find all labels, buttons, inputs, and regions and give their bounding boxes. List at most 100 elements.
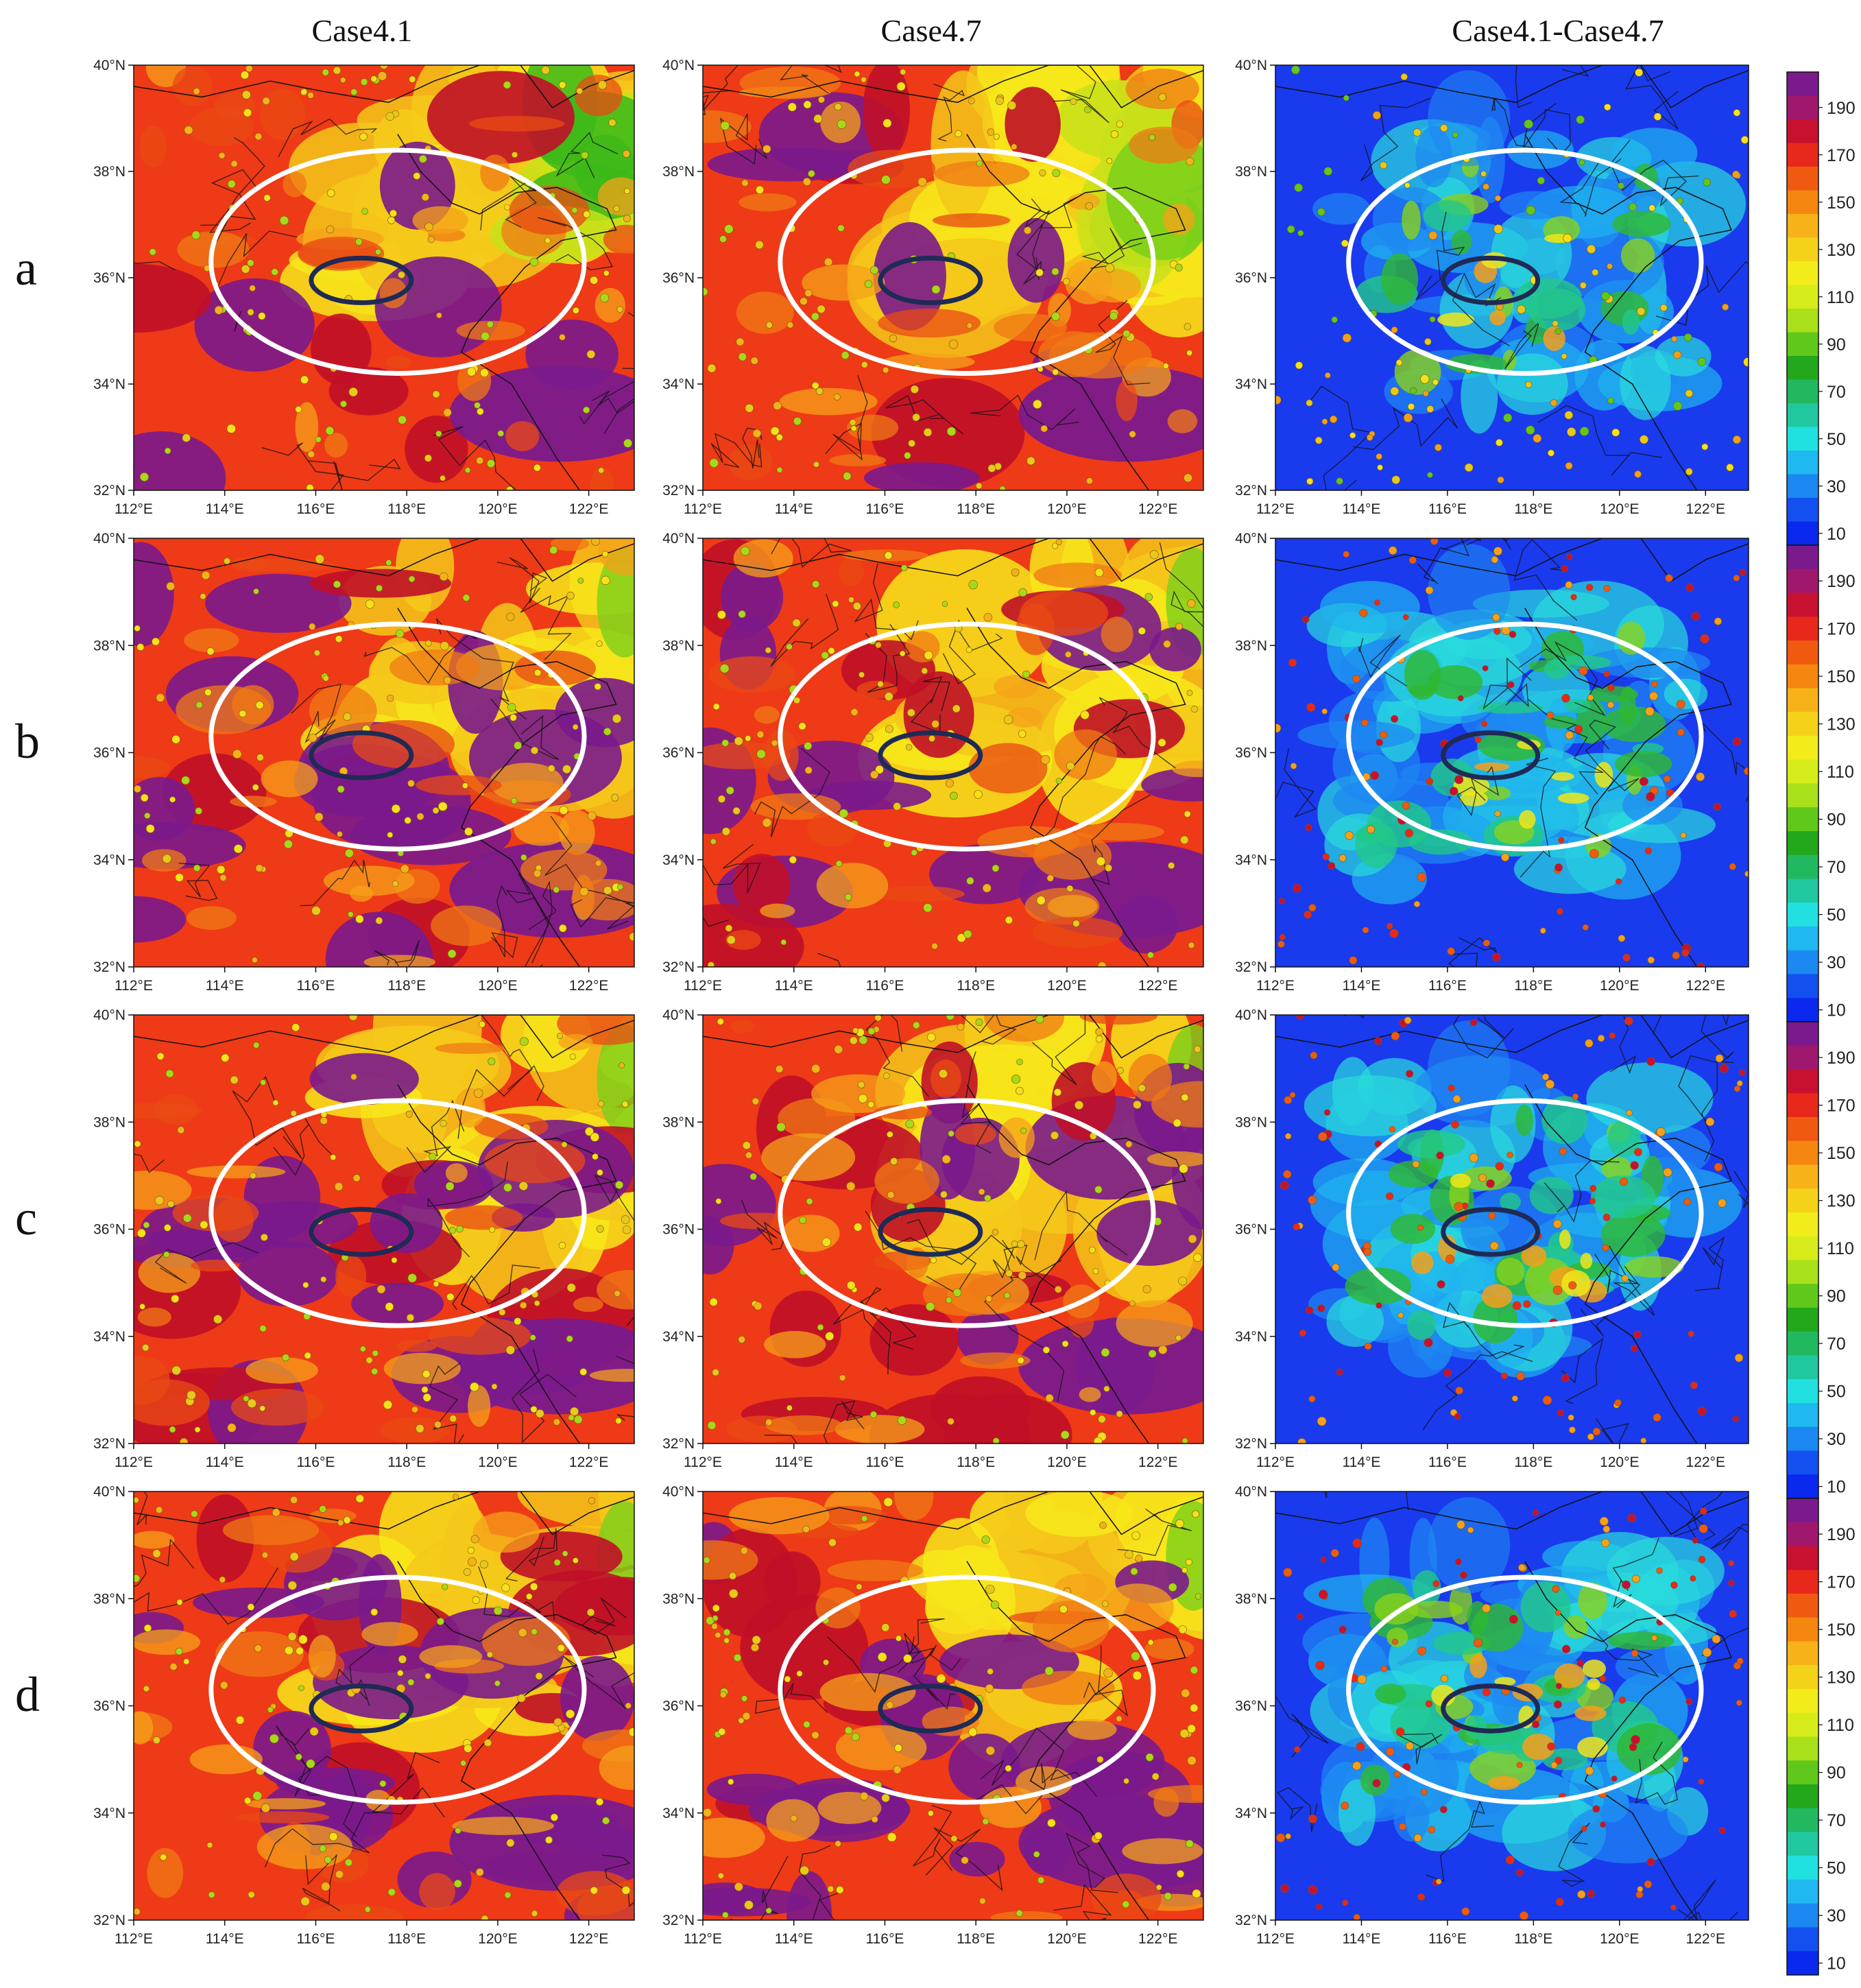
longitude-tick-label: 112°E (684, 1931, 722, 1947)
longitude-tick-label: 120°E (1047, 1931, 1086, 1947)
colorbar-tick-label: 90 (1827, 1287, 1846, 1306)
inner-region-ellipse (309, 255, 414, 305)
longitude-tick-label: 120°E (478, 978, 517, 994)
latitude-tick-label: 32°N (1235, 1913, 1267, 1928)
latitude-tick-label: 34°N (93, 852, 125, 868)
longitude-tick-label: 114°E (1343, 1931, 1381, 1947)
longitude-tick-label: 116°E (297, 978, 335, 994)
colorbar-tick-label: 50 (1827, 906, 1846, 925)
longitude-tick-label: 120°E (478, 1931, 517, 1947)
colorbar-tick-label: 30 (1827, 477, 1846, 496)
colorbar-tick-label: 170 (1827, 620, 1856, 639)
latitude-tick-label: 36°N (93, 1699, 125, 1714)
outer-region-ellipse (208, 621, 587, 852)
latitude-tick-label: 38°N (1235, 1114, 1267, 1130)
longitude-tick-label: 114°E (775, 1931, 813, 1947)
outer-region-ellipse (1346, 1574, 1704, 1805)
longitude-tick-label: 118°E (387, 501, 426, 517)
longitude-tick-label: 120°E (1047, 501, 1086, 517)
outer-region-ellipse (1346, 1098, 1704, 1328)
colorbar-c: 190 170 150 130 110 90 70 50 30 10 (1786, 1021, 1856, 1499)
latitude-tick-label: 34°N (93, 1806, 125, 1821)
latitude-tick-label: 32°N (93, 483, 125, 499)
colorbar-tick-label: 110 (1827, 1239, 1854, 1258)
longitude-tick-label: 112°E (1256, 1454, 1295, 1470)
colorbar-tick-label: 90 (1827, 811, 1846, 830)
column-title-1: Case4.1 (311, 13, 413, 48)
row-label-d: d (15, 1667, 40, 1722)
colorbar-tick-label: 170 (1827, 1097, 1856, 1116)
latitude-tick-label: 38°N (1235, 1591, 1267, 1607)
latitude-tick-label: 32°N (1235, 959, 1267, 975)
longitude-tick-label: 114°E (1343, 978, 1381, 994)
longitude-tick-label: 118°E (957, 1931, 995, 1947)
longitude-tick-label: 116°E (297, 1931, 335, 1947)
latitude-tick-label: 36°N (1235, 270, 1267, 286)
latitude-tick-label: 32°N (93, 1436, 125, 1452)
longitude-tick-label: 118°E (1514, 501, 1552, 517)
latitude-tick-label: 36°N (662, 1699, 695, 1714)
longitude-tick-label: 116°E (1428, 1454, 1467, 1470)
latitude-tick-label: 40°N (1235, 58, 1267, 73)
longitude-tick-label: 122°E (1138, 978, 1177, 994)
map-panel-b-1: 32°N 34°N 36°N 38°N 40°N 112°E 114°E 116°E 118°E… (93, 531, 635, 994)
latitude-tick-label: 32°N (93, 1913, 125, 1928)
colorbar-tick-label: 150 (1827, 193, 1856, 213)
inner-region-ellipse (309, 1684, 414, 1734)
longitude-tick-label: 114°E (206, 501, 244, 517)
longitude-tick-label: 116°E (297, 501, 335, 517)
latitude-tick-label: 40°N (93, 531, 125, 547)
colorbar-tick-label: 190 (1827, 572, 1856, 591)
latitude-tick-label: 38°N (662, 638, 695, 654)
colorbar-tick-label: 150 (1827, 1144, 1856, 1163)
longitude-tick-label: 120°E (1600, 501, 1639, 517)
latitude-tick-label: 38°N (93, 164, 125, 180)
inner-region-ellipse (309, 730, 414, 780)
latitude-tick-label: 32°N (93, 959, 125, 975)
latitude-tick-label: 40°N (1235, 531, 1267, 547)
longitude-tick-label: 114°E (775, 501, 813, 517)
longitude-tick-label: 122°E (1686, 1931, 1725, 1947)
longitude-tick-label: 112°E (684, 501, 722, 517)
colorbar-b: 190 170 150 130 110 90 70 50 30 10 (1786, 544, 1856, 1022)
colorbar-tick-label: 70 (1827, 1334, 1846, 1354)
colorbar-tick-label: 130 (1827, 241, 1856, 260)
latitude-tick-label: 36°N (662, 1222, 695, 1238)
colorbar-tick-label: 30 (1827, 953, 1846, 972)
longitude-tick-label: 120°E (1600, 1454, 1639, 1470)
colorbar-tick-label: 70 (1827, 383, 1846, 402)
longitude-tick-label: 122°E (569, 1931, 608, 1947)
colorbar-tick-label: 30 (1827, 1430, 1846, 1449)
colorbar-tick-label: 110 (1827, 763, 1854, 782)
longitude-tick-label: 122°E (569, 1454, 608, 1470)
latitude-tick-label: 38°N (662, 1591, 695, 1607)
latitude-tick-label: 36°N (93, 270, 125, 286)
longitude-tick-label: 120°E (1047, 1454, 1086, 1470)
latitude-tick-label: 40°N (93, 1007, 125, 1023)
colorbar-tick-label: 190 (1827, 1525, 1856, 1544)
longitude-tick-label: 118°E (387, 1931, 426, 1947)
longitude-tick-label: 116°E (1428, 501, 1467, 517)
latitude-tick-label: 32°N (1235, 1436, 1267, 1452)
latitude-tick-label: 36°N (1235, 1222, 1267, 1238)
map-panel-c-3: 32°N 34°N 36°N 38°N 40°N 112°E 114°E 116°E 118°E… (1235, 1007, 1749, 1470)
map-panel-a-1: 32°N 34°N 36°N 38°N 40°N 112°E 114°E 116°E 118°E… (93, 58, 635, 517)
longitude-tick-label: 116°E (297, 1454, 335, 1470)
inner-region-ellipse (878, 1207, 983, 1257)
longitude-tick-label: 120°E (478, 1454, 517, 1470)
inner-region-ellipse (1441, 255, 1541, 305)
longitude-tick-label: 114°E (775, 1454, 813, 1470)
latitude-tick-label: 38°N (662, 164, 695, 180)
longitude-tick-label: 118°E (957, 501, 995, 517)
map-panel-d-2: 32°N 34°N 36°N 38°N 40°N 112°E 114°E 116°E 118°E… (662, 1484, 1204, 1947)
latitude-tick-label: 36°N (1235, 1699, 1267, 1714)
inner-region-ellipse (1441, 1684, 1541, 1734)
longitude-tick-label: 116°E (866, 978, 904, 994)
colorbar-tick-label: 10 (1827, 1001, 1846, 1020)
latitude-tick-label: 40°N (662, 531, 695, 547)
colorbar-tick-label: 90 (1827, 1764, 1846, 1783)
map-panel-d-1: 32°N 34°N 36°N 38°N 40°N 112°E 114°E 116°E 118°E… (93, 1484, 635, 1947)
map-panel-b-3: 32°N 34°N 36°N 38°N 40°N 112°E 114°E 116°E 118°E… (1235, 531, 1749, 994)
latitude-tick-label: 32°N (662, 1436, 695, 1452)
longitude-tick-label: 118°E (957, 978, 995, 994)
